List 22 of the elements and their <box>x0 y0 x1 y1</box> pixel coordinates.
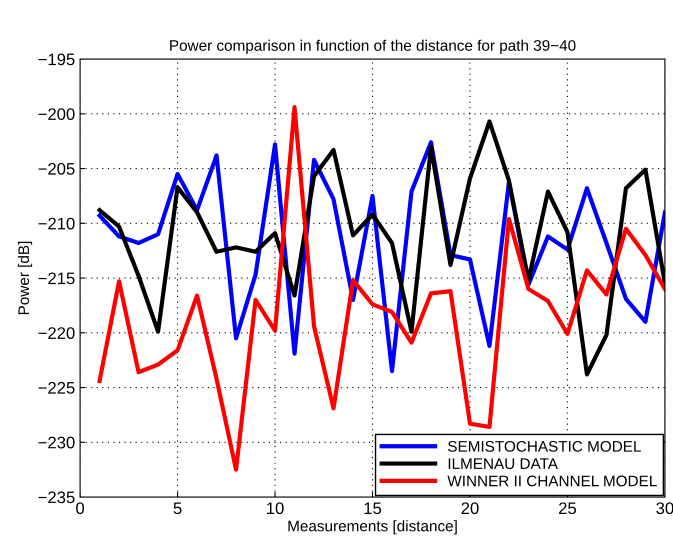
x-tick-label: 15 <box>364 502 382 514</box>
y-tick-label: −205 <box>38 162 75 175</box>
y-tick-label: −200 <box>38 108 75 120</box>
x-tick-label: 5 <box>174 502 182 514</box>
y-tick-label: −195 <box>38 53 75 66</box>
legend-label: SEMISTOCHASTIC MODEL <box>448 440 641 452</box>
y-tick-label: −210 <box>38 218 75 230</box>
x-tick-label: 10 <box>267 502 284 514</box>
x-tick-label: 20 <box>462 502 479 514</box>
x-axis-title: Measurements [distance] <box>288 520 457 534</box>
line-series <box>97 105 665 472</box>
legend-label: ILMENAU DATA <box>448 458 558 470</box>
y-axis-title: Power [dB] <box>18 242 32 314</box>
x-tick-label: 25 <box>559 502 576 514</box>
y-tick-label: −215 <box>38 272 75 284</box>
y-tick-label: −225 <box>38 382 75 394</box>
chart-title: Power comparison in function of the distance for path 39−40 <box>170 40 576 54</box>
x-tick-label: 0 <box>76 502 84 514</box>
legend-label: WINNER II CHANNEL MODEL <box>447 476 657 486</box>
y-tick-label: −230 <box>38 436 75 448</box>
y-tick-label: −235 <box>38 491 75 504</box>
y-tick-label: −220 <box>38 327 75 339</box>
